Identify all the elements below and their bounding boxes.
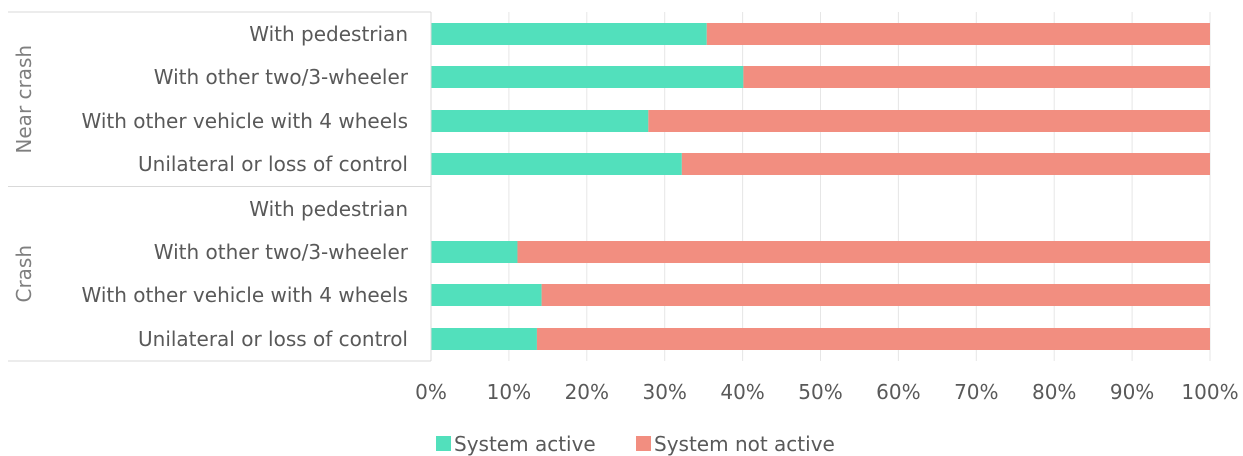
x-tick-label: 30% — [642, 380, 686, 404]
legend: System active System not active — [436, 432, 835, 456]
bar-segment-system-active — [431, 241, 518, 263]
group-label-crash: Crash — [12, 245, 36, 303]
group-labels: Near crash Crash — [8, 11, 432, 362]
x-axis-ticks: 0% 10% 20% 30% 40% 50% 60% 70% 80% 90% 100% — [415, 380, 1238, 404]
bar-segment-system-not-active — [541, 284, 1210, 306]
category-label: With other two/3-wheeler — [154, 240, 409, 264]
category-label: With pedestrian — [249, 22, 408, 46]
bar-segment-system-active — [431, 328, 537, 350]
legend-label: System active — [454, 432, 596, 456]
category-label: With other vehicle with 4 wheels — [82, 283, 408, 307]
bar-segment-system-active — [431, 66, 744, 88]
x-tick-label: 60% — [876, 380, 920, 404]
x-tick-label: 80% — [1032, 380, 1076, 404]
bar-segment-system-not-active — [517, 241, 1210, 263]
x-tick-label: 50% — [798, 380, 842, 404]
bars — [431, 23, 1210, 350]
x-tick-label: 0% — [415, 380, 447, 404]
x-tick-label: 100% — [1181, 380, 1238, 404]
category-label: Unilateral or loss of control — [138, 152, 408, 176]
legend-label: System not active — [654, 432, 835, 456]
category-label: With pedestrian — [249, 197, 408, 221]
category-labels: With pedestrian With other two/3-wheeler W… — [82, 22, 409, 351]
bar-segment-system-not-active — [681, 153, 1210, 175]
category-label: With other two/3-wheeler — [154, 65, 409, 89]
category-label: Unilateral or loss of control — [138, 327, 408, 351]
gridlines — [430, 12, 1211, 361]
bar-segment-system-not-active — [648, 110, 1210, 132]
legend-swatch — [436, 436, 451, 451]
legend-swatch — [636, 436, 651, 451]
x-tick-label: 20% — [565, 380, 609, 404]
category-label: With other vehicle with 4 wheels — [82, 109, 408, 133]
bar-segment-system-active — [431, 23, 707, 45]
x-tick-label: 70% — [954, 380, 998, 404]
x-tick-label: 10% — [487, 380, 531, 404]
bar-segment-system-active — [431, 110, 649, 132]
bar-segment-system-not-active — [536, 328, 1210, 350]
bar-segment-system-not-active — [743, 66, 1210, 88]
x-tick-label: 40% — [720, 380, 764, 404]
bar-segment-system-active — [431, 153, 682, 175]
bar-segment-system-active — [431, 284, 542, 306]
bar-segment-system-not-active — [706, 23, 1210, 45]
group-label-near-crash: Near crash — [12, 45, 36, 154]
x-tick-label: 90% — [1110, 380, 1154, 404]
